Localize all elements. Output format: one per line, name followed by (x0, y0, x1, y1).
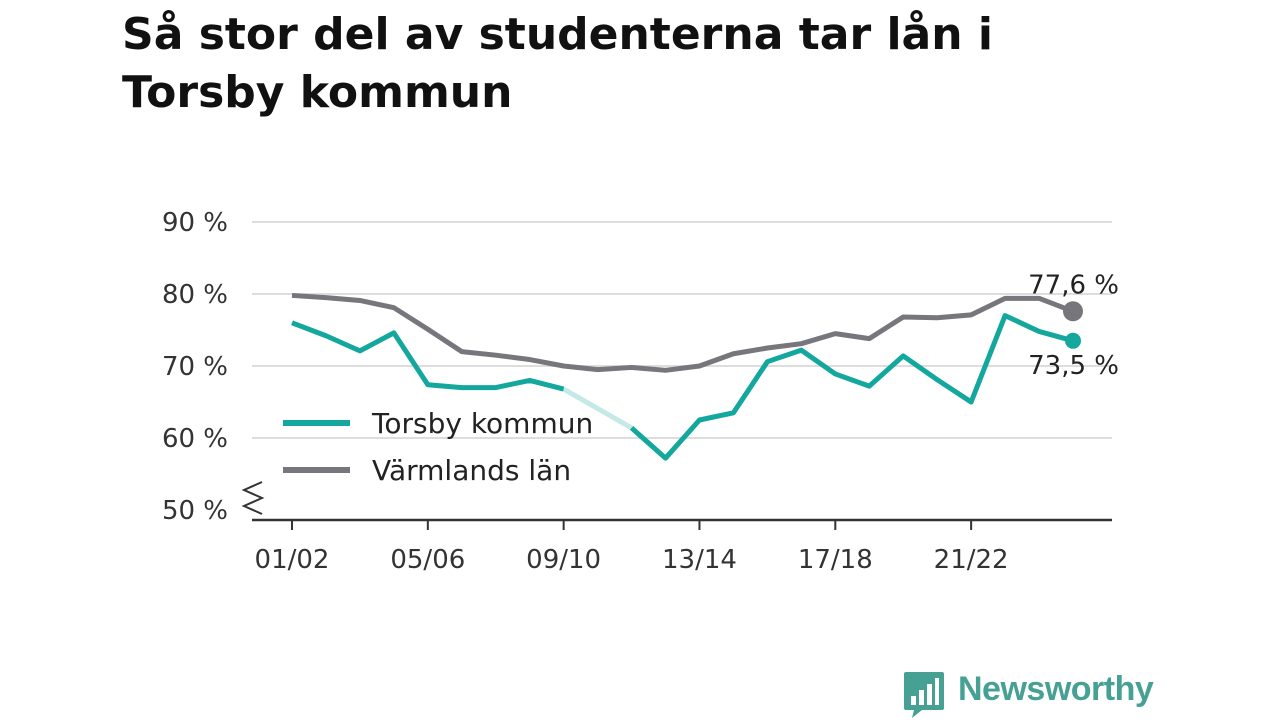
legend: Torsby kommun Värmlands län (283, 407, 593, 487)
y-tick-label: 80 % (162, 280, 228, 310)
y-tick-label: 70 % (162, 352, 228, 382)
series-line-torsby (629, 313, 1074, 461)
newsworthy-logo: Newsworthy (902, 668, 1162, 720)
varmland-end-label: 77,6 % (1028, 270, 1119, 300)
data-labels: 77,6 % 73,5 % (1028, 270, 1119, 381)
series-end-point (1063, 301, 1083, 322)
bar-chart-logo-icon (904, 672, 944, 718)
grid-lines (252, 221, 1112, 439)
series-end-point (1065, 332, 1081, 349)
series-gap-bridge (562, 386, 633, 431)
y-tick-label: 90 % (162, 208, 228, 238)
brand-name: Newsworthy (958, 670, 1154, 708)
series-lines (291, 292, 1083, 461)
legend-label: Värmlands län (372, 454, 571, 487)
x-tick-label: 01/02 (255, 545, 330, 575)
series-line-varmland (291, 292, 1074, 373)
axes: 90 % 80 % 70 % 60 % 50 % 01/02 05/06 09/10 13/14… (162, 208, 1112, 575)
legend-label: Torsby kommun (371, 407, 593, 440)
y-tick-label: 60 % (162, 424, 228, 454)
series-line-torsby (291, 320, 565, 392)
y-tick-label: 50 % (162, 496, 228, 526)
axis-break-icon (241, 481, 265, 515)
x-tick-label: 21/22 (934, 545, 1009, 575)
torsby-end-label: 73,5 % (1028, 351, 1119, 381)
x-tick-label: 05/06 (390, 545, 465, 575)
chart-title: Så stor del av studenterna tar lån i Tor… (122, 9, 993, 118)
x-tick-label: 13/14 (662, 545, 737, 575)
x-tick-label: 09/10 (526, 545, 601, 575)
x-tick-label: 17/18 (798, 545, 873, 575)
